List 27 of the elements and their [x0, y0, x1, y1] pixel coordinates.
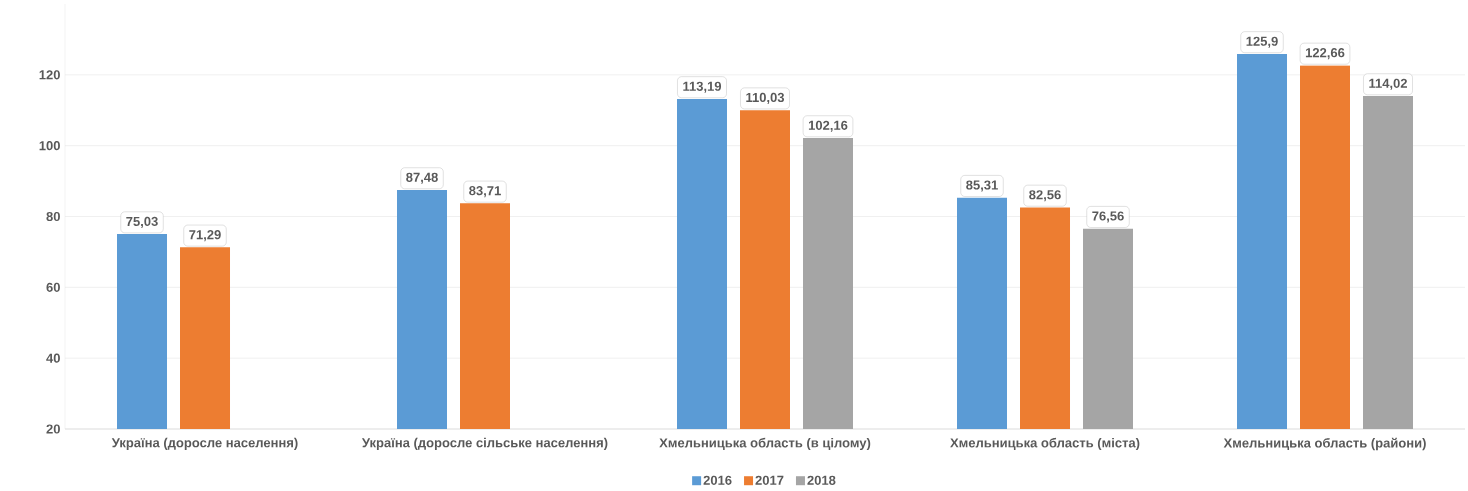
x-tick-label: Хмельницька область (в цілому): [659, 437, 871, 451]
data-label: 85,31: [966, 180, 998, 192]
x-tick-label: Україна (доросле сільське населення): [361, 437, 608, 450]
y-tick-label: 80: [46, 211, 60, 222]
data-label: 113,19: [683, 81, 722, 93]
x-tick-label: Хмельницька область (міста): [950, 437, 1140, 451]
data-label: 75,03: [126, 216, 158, 228]
data-label: 83,71: [469, 186, 501, 198]
x-tick-label: Хмельницька область (райони): [1223, 437, 1426, 451]
data-label: 87,48: [406, 172, 438, 184]
data-label: 71,29: [189, 230, 221, 242]
y-tick-label: 20: [46, 424, 60, 434]
legend-label: 2016: [703, 475, 732, 485]
y-tick-label: 40: [46, 353, 60, 363]
data-label: 114,02: [1369, 78, 1407, 90]
legend-label: 2018: [807, 475, 836, 485]
data-label: 102,16: [808, 120, 848, 132]
data-label: 125,9: [1246, 36, 1278, 48]
data-label: 122,66: [1305, 48, 1345, 60]
y-tick-label: 120: [39, 70, 60, 80]
data-label: 76,56: [1092, 211, 1124, 223]
data-label: 82,56: [1029, 190, 1061, 202]
x-tick-label: Україна (доросле населення): [111, 437, 298, 450]
y-tick-label: 60: [46, 282, 60, 292]
data-label: 110,03: [746, 92, 785, 104]
legend-label: 2017: [755, 475, 784, 485]
y-tick-label: 100: [39, 141, 60, 151]
